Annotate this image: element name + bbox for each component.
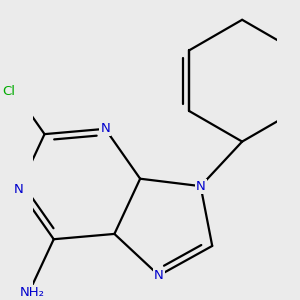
Text: N: N [196,180,206,193]
Text: N: N [100,122,110,135]
Text: NH₂: NH₂ [20,286,44,299]
Text: N: N [154,269,164,282]
Text: N: N [14,183,24,196]
Text: Cl: Cl [2,85,15,98]
